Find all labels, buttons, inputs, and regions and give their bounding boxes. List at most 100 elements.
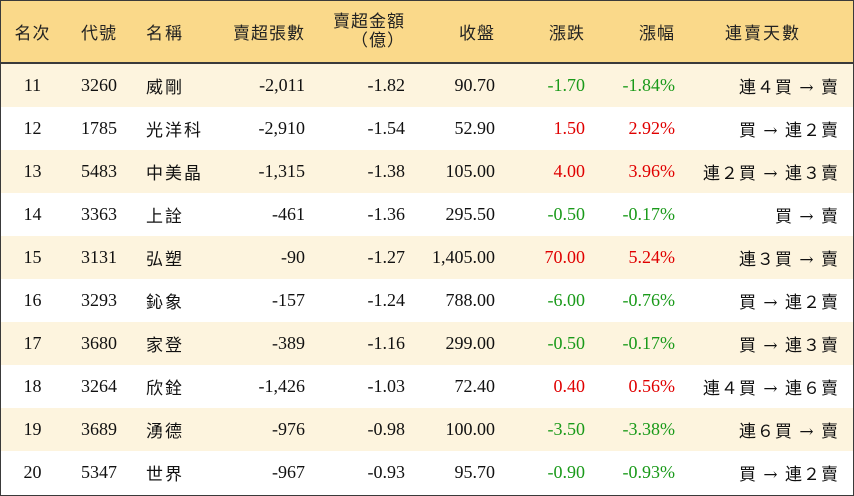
table-row: 19 3689 湧德 -976 -0.98 100.00 -3.50 -3.38% 連６買 → …: [1, 408, 853, 451]
cell-sell-amount: -1.36: [367, 204, 406, 224]
cell-change: 4.00: [553, 161, 586, 181]
cell-change: -3.50: [547, 419, 586, 439]
cell-pct: -0.17%: [622, 333, 676, 353]
cell-rank: 20: [23, 462, 42, 482]
cell-name: 上詮: [146, 207, 184, 227]
cell-rank: 17: [23, 333, 42, 353]
cell-code: 3260: [81, 75, 117, 95]
cell-pct: -0.17%: [622, 204, 676, 224]
cell-change: -1.70: [547, 75, 586, 95]
cell-rank: 15: [23, 247, 42, 267]
cell-rank: 14: [23, 204, 42, 224]
cell-sell-amount: -0.98: [367, 419, 406, 439]
cell-sell-lots: -2,011: [259, 75, 305, 95]
cell-code: 5347: [81, 462, 117, 482]
cell-streak: 買 → 連２賣: [738, 293, 839, 313]
cell-name: 湧德: [146, 422, 184, 442]
cell-change: -6.00: [547, 290, 586, 310]
table-row: 17 3680 家登 -389 -1.16 299.00 -0.50 -0.17% 買 → 連３…: [1, 322, 853, 365]
header-close: 收盤: [459, 24, 495, 44]
cell-close: 788.00: [445, 290, 496, 310]
cell-pct: 2.92%: [628, 118, 676, 138]
cell-close: 295.50: [445, 204, 496, 224]
cell-sell-amount: -1.03: [367, 376, 406, 396]
header-code: 代號: [81, 24, 117, 44]
cell-close: 105.00: [445, 161, 496, 181]
cell-rank: 13: [23, 161, 42, 181]
cell-change: -0.90: [547, 462, 586, 482]
cell-close: 1,405.00: [432, 247, 495, 267]
cell-sell-amount: -1.82: [367, 75, 406, 95]
cell-name: 欣銓: [146, 379, 184, 399]
cell-code: 5483: [81, 161, 117, 181]
header-sell-amount-line1: 賣超金額: [333, 11, 405, 32]
cell-pct: -3.38%: [622, 419, 676, 439]
table-row: 18 3264 欣銓 -1,426 -1.03 72.40 0.40 0.56% 連４買 → 連…: [1, 365, 853, 408]
cell-code: 3293: [81, 290, 117, 310]
table-row: 12 1785 光洋科 -2,910 -1.54 52.90 1.50 2.92% 買 → 連２…: [1, 107, 853, 150]
cell-code: 1785: [81, 118, 117, 138]
cell-streak: 買 → 連２賣: [738, 121, 839, 141]
cell-sell-amount: -1.27: [367, 247, 406, 267]
cell-code: 3264: [81, 376, 117, 396]
table-row: 15 3131 弘塑 -90 -1.27 1,405.00 70.00 5.24% 連３買 → …: [1, 236, 853, 279]
table-row: 13 5483 中美晶 -1,315 -1.38 105.00 4.00 3.96% 連２買 →…: [1, 150, 853, 193]
cell-change: 1.50: [553, 118, 586, 138]
table-row: 16 3293 鈊象 -157 -1.24 788.00 -6.00 -0.76% 買 → 連２…: [1, 279, 853, 322]
cell-code: 3363: [81, 204, 117, 224]
cell-rank: 16: [23, 290, 42, 310]
cell-sell-amount: -1.16: [367, 333, 406, 353]
cell-sell-lots: -157: [272, 290, 305, 310]
cell-close: 72.40: [454, 376, 496, 396]
table-row: 11 3260 威剛 -2,011 -1.82 90.70 -1.70 -1.84% 連４買 →…: [1, 64, 853, 107]
cell-rank: 11: [23, 75, 42, 95]
cell-sell-amount: -1.38: [367, 161, 406, 181]
cell-rank: 19: [23, 419, 42, 439]
cell-name: 中美晶: [146, 164, 203, 184]
cell-streak: 連４買 → 連６賣: [702, 379, 839, 399]
cell-name: 威剛: [146, 78, 184, 98]
header-sell-amount-line2: （億）: [351, 30, 405, 51]
cell-sell-amount: -1.54: [367, 118, 406, 138]
header-pct: 漲幅: [639, 24, 675, 44]
cell-streak: 買 → 賣: [774, 207, 839, 227]
cell-name: 光洋科: [146, 121, 203, 141]
cell-streak: 連２買 → 連３賣: [702, 164, 839, 184]
header-sell-amount: 賣超金額 （億）: [305, 1, 405, 62]
cell-sell-lots: -976: [272, 419, 305, 439]
cell-close: 100.00: [445, 419, 496, 439]
cell-streak: 連３買 → 賣: [738, 250, 839, 270]
cell-pct: -1.84%: [622, 75, 676, 95]
cell-close: 52.90: [454, 118, 496, 138]
header-streak: 連賣天數: [725, 24, 801, 44]
table-row: 20 5347 世界 -967 -0.93 95.70 -0.90 -0.93% 買 → 連２賣: [1, 451, 853, 494]
table-body: 11 3260 威剛 -2,011 -1.82 90.70 -1.70 -1.84% 連４買 →…: [1, 64, 853, 494]
cell-sell-lots: -2,910: [258, 118, 306, 138]
cell-change: -0.50: [547, 204, 586, 224]
cell-streak: 連４買 → 賣: [738, 78, 839, 98]
cell-close: 299.00: [445, 333, 496, 353]
header-sell-lots: 賣超張數: [233, 24, 305, 44]
cell-name: 家登: [146, 336, 184, 356]
cell-sell-amount: -0.93: [367, 462, 406, 482]
cell-rank: 18: [23, 376, 42, 396]
cell-sell-lots: -967: [272, 462, 305, 482]
table-header: 名次 代號 名稱 賣超張數 賣超金額 （億） 收盤 漲跌 漲幅 連賣天數: [1, 1, 853, 64]
cell-name: 弘塑: [146, 250, 184, 270]
cell-sell-lots: -1,426: [258, 376, 306, 396]
table-row: 14 3363 上詮 -461 -1.36 295.50 -0.50 -0.17% 買 → 賣: [1, 193, 853, 236]
header-rank: 名次: [14, 24, 51, 44]
cell-streak: 買 → 連３賣: [738, 336, 839, 356]
cell-name: 鈊象: [146, 293, 184, 313]
cell-streak: 買 → 連２賣: [738, 465, 839, 485]
cell-change: 70.00: [544, 247, 586, 267]
cell-streak: 連６買 → 賣: [738, 422, 839, 442]
cell-close: 90.70: [454, 75, 496, 95]
cell-code: 3680: [81, 333, 117, 353]
cell-pct: -0.76%: [622, 290, 676, 310]
cell-sell-lots: -90: [281, 247, 305, 267]
cell-close: 95.70: [454, 462, 496, 482]
cell-code: 3131: [81, 247, 117, 267]
cell-rank: 12: [23, 118, 42, 138]
